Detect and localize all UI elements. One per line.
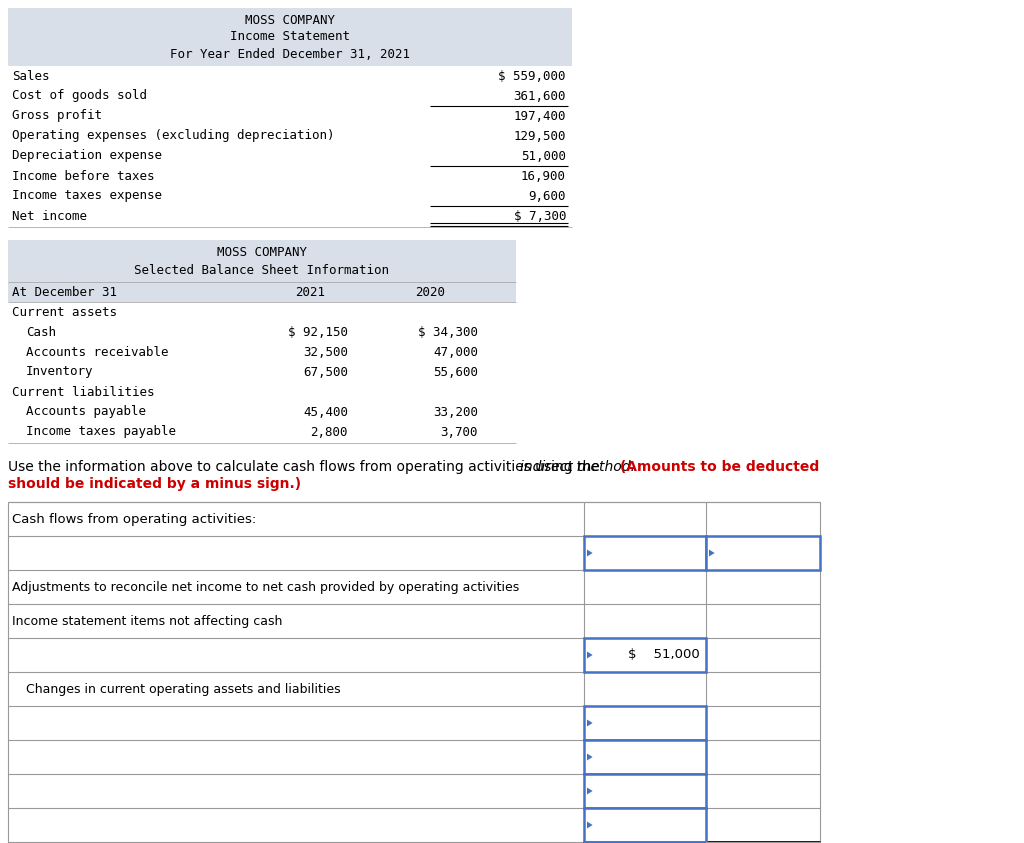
Bar — [8, 8, 572, 66]
Text: Cash flows from operating activities:: Cash flows from operating activities: — [12, 513, 256, 525]
Text: 51,000: 51,000 — [521, 149, 566, 163]
Text: 3,700: 3,700 — [440, 426, 478, 438]
Text: 197,400: 197,400 — [513, 110, 566, 122]
Text: Current assets: Current assets — [12, 305, 117, 319]
Polygon shape — [587, 787, 593, 794]
Polygon shape — [587, 652, 593, 658]
Text: MOSS COMPANY: MOSS COMPANY — [217, 246, 307, 260]
Bar — [584, 808, 706, 842]
Text: 47,000: 47,000 — [433, 346, 478, 358]
Bar — [706, 536, 820, 570]
Text: 32,500: 32,500 — [303, 346, 348, 358]
Bar — [8, 282, 516, 302]
Text: 361,600: 361,600 — [513, 89, 566, 103]
Text: (Amounts to be deducted: (Amounts to be deducted — [614, 460, 819, 474]
Text: Sales: Sales — [12, 69, 49, 83]
Text: Changes in current operating assets and liabilities: Changes in current operating assets and … — [26, 683, 341, 695]
Text: 67,500: 67,500 — [303, 366, 348, 379]
Text: Cash: Cash — [26, 325, 56, 339]
Text: At December 31: At December 31 — [12, 286, 117, 298]
Text: Depreciation expense: Depreciation expense — [12, 149, 162, 163]
Bar — [584, 638, 706, 672]
Text: should be indicated by a minus sign.): should be indicated by a minus sign.) — [8, 477, 301, 491]
Text: Accounts payable: Accounts payable — [26, 405, 146, 418]
Text: 16,900: 16,900 — [521, 169, 566, 182]
Polygon shape — [587, 754, 593, 760]
Text: 33,200: 33,200 — [433, 405, 478, 418]
Text: 129,500: 129,500 — [513, 130, 566, 142]
Text: 2021: 2021 — [295, 286, 325, 298]
Text: Adjustments to reconcile net income to net cash provided by operating activities: Adjustments to reconcile net income to n… — [12, 581, 519, 593]
Text: Income taxes expense: Income taxes expense — [12, 190, 162, 202]
Text: Income statement items not affecting cash: Income statement items not affecting cas… — [12, 615, 283, 627]
Text: Income taxes payable: Income taxes payable — [26, 426, 176, 438]
Bar — [8, 502, 820, 843]
Text: $ 92,150: $ 92,150 — [288, 325, 348, 339]
Text: $ 7,300: $ 7,300 — [513, 210, 566, 223]
Text: Net income: Net income — [12, 210, 87, 223]
Text: MOSS COMPANY: MOSS COMPANY — [245, 13, 335, 26]
Text: 55,600: 55,600 — [433, 366, 478, 379]
Text: indirect method.: indirect method. — [520, 460, 635, 474]
Text: $ 34,300: $ 34,300 — [418, 325, 478, 339]
Text: Income before taxes: Income before taxes — [12, 169, 155, 182]
Text: 9,600: 9,600 — [528, 190, 566, 202]
Text: 2020: 2020 — [415, 286, 445, 298]
Bar — [584, 740, 706, 774]
Bar — [584, 706, 706, 740]
Text: $    51,000: $ 51,000 — [629, 648, 700, 662]
Text: Operating expenses (excluding depreciation): Operating expenses (excluding depreciati… — [12, 130, 335, 142]
Polygon shape — [587, 550, 593, 556]
Text: Accounts receivable: Accounts receivable — [26, 346, 169, 358]
Text: Use the information above to calculate cash flows from operating activities usin: Use the information above to calculate c… — [8, 460, 604, 474]
Polygon shape — [587, 821, 593, 829]
Bar — [584, 774, 706, 808]
Text: For Year Ended December 31, 2021: For Year Ended December 31, 2021 — [170, 47, 410, 61]
Bar — [8, 240, 516, 282]
Text: 2,800: 2,800 — [310, 426, 348, 438]
Bar — [706, 842, 820, 843]
Polygon shape — [709, 550, 715, 556]
Bar — [584, 536, 706, 570]
Text: Current liabilities: Current liabilities — [12, 385, 155, 399]
Polygon shape — [587, 719, 593, 727]
Text: Cost of goods sold: Cost of goods sold — [12, 89, 147, 103]
Text: 45,400: 45,400 — [303, 405, 348, 418]
Text: Gross profit: Gross profit — [12, 110, 102, 122]
Text: Inventory: Inventory — [26, 366, 93, 379]
Text: Income Statement: Income Statement — [230, 30, 350, 44]
Bar — [584, 842, 706, 843]
Text: $ 559,000: $ 559,000 — [499, 69, 566, 83]
Text: Selected Balance Sheet Information: Selected Balance Sheet Information — [134, 264, 389, 277]
